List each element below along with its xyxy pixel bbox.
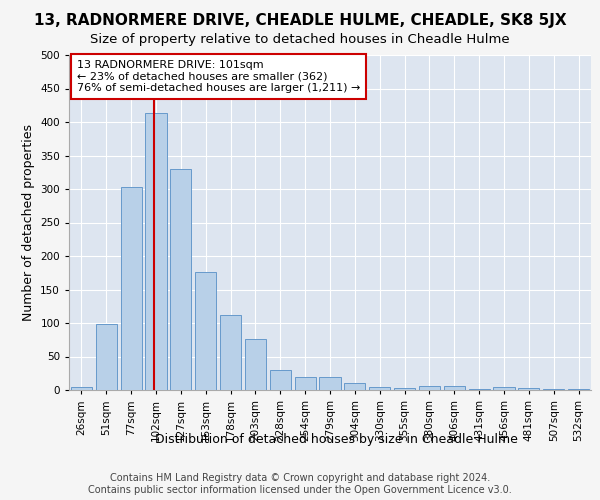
Bar (518, 388, 539, 390)
Text: 13 RADNORMERE DRIVE: 101sqm
← 23% of detached houses are smaller (362)
76% of se: 13 RADNORMERE DRIVE: 101sqm ← 23% of det… (77, 60, 360, 93)
Y-axis label: Number of detached properties: Number of detached properties (22, 124, 35, 321)
Bar (419, 386, 440, 390)
Bar (170, 169, 191, 390)
Text: Size of property relative to detached houses in Cheadle Hulme: Size of property relative to detached ho… (90, 32, 510, 46)
Bar (220, 315, 241, 390)
Bar (145, 114, 167, 390)
Bar (195, 272, 216, 390)
Bar (295, 376, 316, 390)
Text: Distribution of detached houses by size in Cheadle Hulme: Distribution of detached houses by size … (155, 432, 517, 446)
Bar (270, 370, 291, 390)
Bar (394, 388, 415, 390)
Bar (493, 386, 515, 390)
Bar (319, 376, 341, 390)
Bar (369, 386, 390, 390)
Bar (344, 382, 365, 390)
Bar (121, 187, 142, 390)
Bar (71, 386, 92, 390)
Bar (444, 386, 465, 390)
Text: Contains HM Land Registry data © Crown copyright and database right 2024.
Contai: Contains HM Land Registry data © Crown c… (88, 474, 512, 495)
Text: 13, RADNORMERE DRIVE, CHEADLE HULME, CHEADLE, SK8 5JX: 13, RADNORMERE DRIVE, CHEADLE HULME, CHE… (34, 12, 566, 28)
Bar (245, 339, 266, 390)
Bar (96, 324, 117, 390)
